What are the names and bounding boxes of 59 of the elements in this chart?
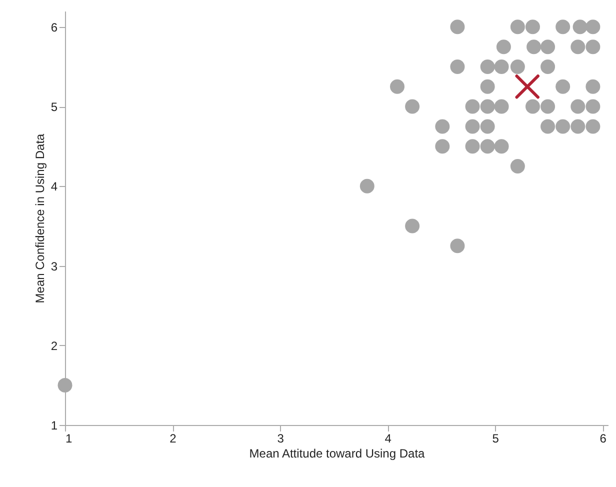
point: [405, 218, 420, 234]
point: [480, 119, 495, 134]
point: [496, 40, 511, 54]
point: [450, 20, 465, 34]
point: [526, 40, 542, 54]
x-tick-label: 1: [66, 432, 72, 446]
point: [390, 79, 404, 94]
point: [450, 238, 465, 254]
point: [525, 20, 540, 34]
point: [510, 159, 525, 174]
point: [556, 119, 570, 134]
point: [405, 99, 420, 114]
y-tick-label: 2: [50, 338, 58, 353]
point: [540, 40, 556, 54]
point: [360, 178, 374, 194]
point: [540, 60, 556, 74]
point: [480, 99, 495, 114]
x-axis-title: Mean Attitude toward Using Data: [249, 446, 426, 460]
point: [465, 99, 480, 114]
point: [494, 99, 509, 114]
point: [570, 99, 586, 114]
y-tick-label: 5: [50, 100, 58, 114]
point: [515, 74, 540, 99]
point: [450, 60, 465, 74]
point: [58, 378, 72, 392]
point: [586, 20, 600, 34]
point: [586, 119, 600, 134]
point: [510, 20, 525, 34]
x-tick-label: 4: [384, 432, 392, 446]
point: [586, 40, 600, 54]
point: [480, 60, 495, 74]
point: [465, 119, 480, 134]
point: [556, 79, 570, 94]
x-tick-label: 2: [170, 432, 177, 446]
point: [525, 99, 540, 114]
point: [586, 99, 600, 114]
y-tick-label: 1: [50, 418, 58, 432]
y-tick-label: 3: [50, 259, 58, 274]
point: [510, 60, 525, 74]
y-tick-label: 4: [50, 180, 58, 194]
x-tick-label: 5: [492, 432, 500, 446]
x-tick-label: 3: [277, 432, 284, 446]
y-tick-label: 6: [50, 20, 58, 34]
point: [480, 79, 495, 94]
point: [540, 119, 556, 134]
y-axis-title: Mean Confidence in Using Data: [32, 133, 47, 304]
point: [556, 20, 570, 34]
point: [465, 139, 480, 154]
point: [435, 119, 450, 134]
point: [570, 119, 586, 134]
point: [494, 139, 509, 154]
point: [480, 139, 495, 154]
point: [570, 40, 586, 54]
point: [435, 139, 450, 154]
point: [572, 20, 588, 34]
point: [540, 99, 556, 114]
x-tick-label: 6: [600, 432, 607, 446]
point: [586, 79, 600, 94]
point: [494, 60, 509, 74]
